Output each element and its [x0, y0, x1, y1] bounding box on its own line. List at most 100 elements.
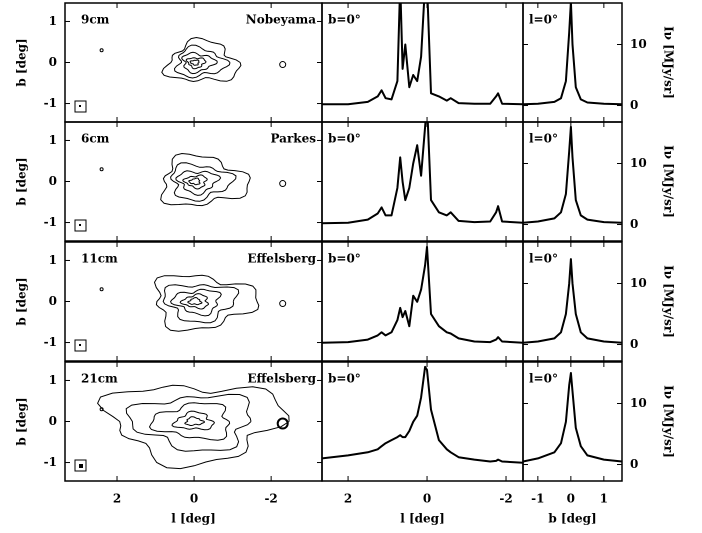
x-axis-label: l [deg]	[171, 512, 216, 526]
beam	[79, 464, 83, 468]
beam	[79, 344, 81, 346]
panel-frame	[522, 361, 623, 482]
y-tick-label: 1	[49, 14, 57, 28]
profile-line	[322, 3, 523, 106]
y-axis-label: b [deg]	[15, 157, 29, 205]
contour	[153, 274, 260, 332]
contour	[189, 59, 200, 66]
contour	[182, 174, 208, 190]
telescope-label: Effelsberg	[247, 252, 316, 266]
x-tick-label: -1	[531, 492, 544, 506]
contour	[279, 180, 287, 188]
panel-content	[322, 365, 523, 464]
annotation: b=0°	[328, 13, 361, 27]
contour	[148, 402, 231, 441]
x-tick-label: -2	[264, 492, 277, 506]
annotation: l=0°	[529, 13, 558, 27]
y-tick-label: 0	[49, 174, 57, 188]
y-tick-label: -1	[44, 335, 57, 349]
profile-line	[523, 372, 622, 463]
contour	[276, 417, 289, 430]
contour	[99, 167, 104, 172]
contour	[99, 287, 104, 292]
band-label: 6cm	[81, 132, 110, 146]
y-tick-label: 1	[49, 373, 57, 387]
panel-content	[74, 274, 287, 352]
beam	[74, 219, 87, 232]
contour	[185, 57, 207, 70]
contour	[175, 170, 222, 196]
panel-content	[523, 372, 622, 463]
contour	[181, 51, 218, 75]
y-tick-label: -1	[44, 455, 57, 469]
contour	[179, 293, 210, 310]
y-tick-label: 0	[49, 414, 57, 428]
y-tick-label: 0	[49, 294, 57, 308]
profile-line	[322, 365, 523, 464]
contour	[187, 296, 203, 306]
profile-line	[523, 3, 622, 106]
annotation: b=0°	[328, 372, 361, 386]
y-tick-label: 10	[630, 276, 647, 290]
contour	[279, 300, 287, 308]
y-tick-label: 1	[49, 133, 57, 147]
y-axis-label: b [deg]	[15, 38, 29, 86]
contour	[188, 177, 201, 186]
panel-content	[74, 152, 287, 232]
panel-content	[322, 122, 523, 225]
contour	[125, 393, 252, 452]
y-axis-label: Iν [MJy/sr]	[662, 26, 676, 99]
panel-content	[74, 36, 287, 113]
x-tick-label: 0	[567, 492, 575, 506]
x-tick-label: -2	[499, 492, 512, 506]
beam	[74, 339, 87, 352]
y-axis-label: b [deg]	[15, 397, 29, 445]
x-axis-label: l [deg]	[400, 512, 445, 526]
contour	[160, 152, 251, 207]
y-tick-label: 1	[49, 253, 57, 267]
annotation: l=0°	[529, 132, 558, 146]
contour	[279, 61, 287, 69]
y-tick-label: 0	[630, 98, 638, 112]
contour	[173, 44, 231, 79]
y-axis-label: b [deg]	[15, 277, 29, 325]
contour	[162, 284, 240, 324]
y-tick-label: -1	[44, 96, 57, 110]
y-tick-label: -1	[44, 215, 57, 229]
band-label: 9cm	[81, 13, 110, 27]
y-tick-label: 10	[630, 156, 647, 170]
panel-frame	[522, 121, 623, 242]
contour	[161, 36, 242, 83]
telescope-label: Nobeyama	[246, 13, 316, 27]
x-tick-label: 2	[113, 492, 121, 506]
x-tick-label: 2	[344, 492, 352, 506]
panel-content	[523, 258, 622, 344]
x-tick-label: 0	[190, 492, 198, 506]
profile-line	[322, 122, 523, 225]
beam	[74, 100, 87, 113]
profile-line	[322, 245, 523, 344]
contour	[184, 416, 206, 426]
beam	[79, 105, 81, 107]
telescope-label: Parkes	[270, 132, 316, 146]
y-tick-label: 0	[630, 457, 638, 471]
annotation: l=0°	[529, 252, 558, 266]
contour	[170, 162, 237, 202]
contour	[99, 48, 104, 53]
annotation: b=0°	[328, 132, 361, 146]
y-tick-label: 10	[630, 396, 647, 410]
band-label: 21cm	[81, 372, 118, 386]
annotation: l=0°	[529, 372, 558, 386]
y-tick-label: 0	[630, 337, 638, 351]
y-tick-label: 0	[49, 55, 57, 69]
panel-content	[523, 3, 622, 106]
y-axis-label: Iν [MJy/sr]	[662, 145, 676, 218]
y-tick-label: 0	[630, 217, 638, 231]
y-axis-label: Iν [MJy/sr]	[662, 265, 676, 338]
contour	[97, 384, 290, 470]
annotation: b=0°	[328, 252, 361, 266]
y-axis-label: Iν [MJy/sr]	[662, 385, 676, 458]
beam	[74, 459, 87, 472]
telescope-label: Effelsberg	[247, 372, 316, 386]
